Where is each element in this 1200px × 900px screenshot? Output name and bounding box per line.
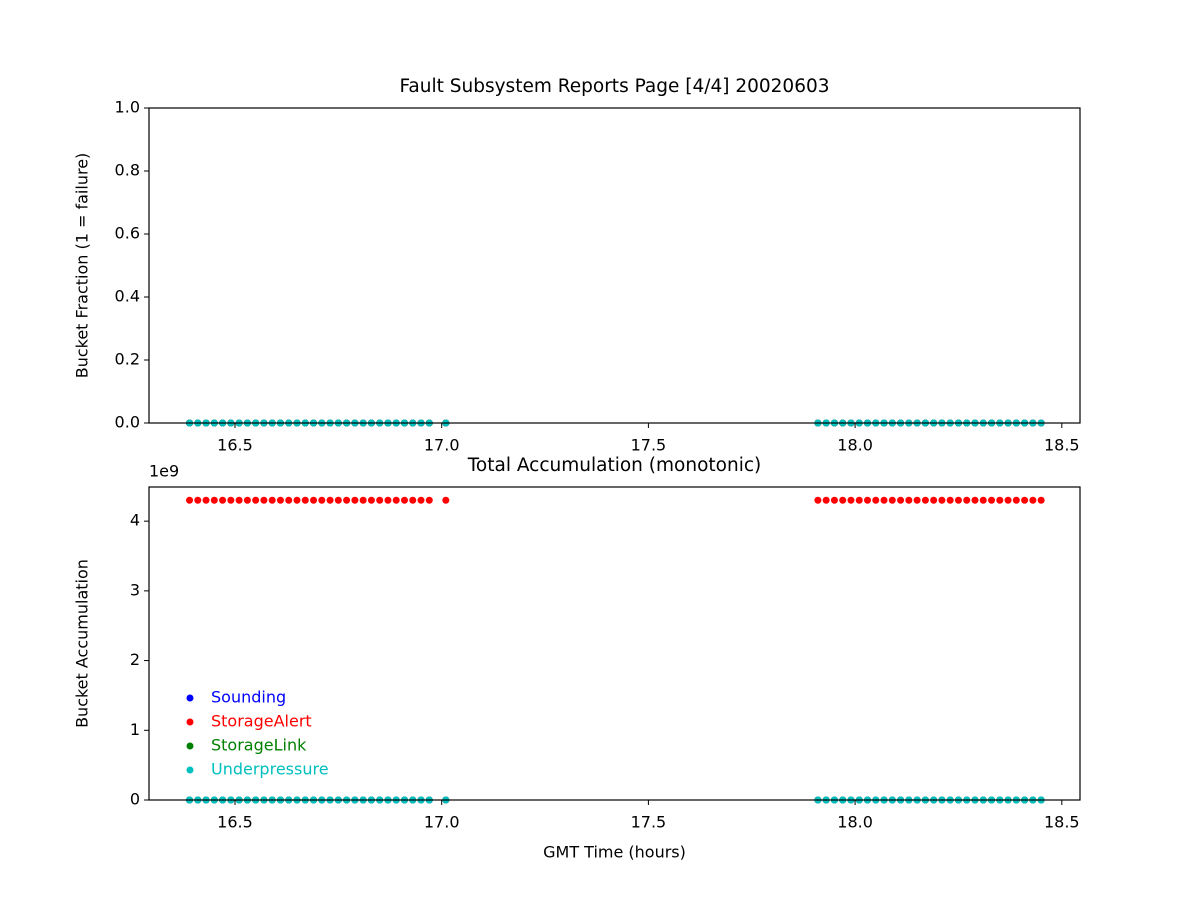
data-point bbox=[400, 496, 408, 504]
legend-marker bbox=[186, 742, 194, 750]
data-point bbox=[996, 496, 1004, 504]
x-tick-label: 18.0 bbox=[837, 813, 873, 832]
legend-label: Sounding bbox=[211, 688, 286, 707]
data-point bbox=[1004, 496, 1012, 504]
x-tick-label: 17.0 bbox=[424, 436, 460, 455]
data-point bbox=[938, 496, 946, 504]
data-point bbox=[855, 496, 863, 504]
data-point bbox=[285, 496, 293, 504]
data-point bbox=[946, 496, 954, 504]
data-point bbox=[880, 496, 888, 504]
data-point bbox=[359, 496, 367, 504]
data-point bbox=[872, 496, 880, 504]
data-point bbox=[276, 496, 284, 504]
legend-marker bbox=[186, 766, 194, 774]
data-point bbox=[310, 496, 318, 504]
data-point bbox=[210, 496, 218, 504]
legend-marker bbox=[186, 718, 194, 726]
chart-title: Fault Subsystem Reports Page [4/4] 20020… bbox=[399, 76, 829, 97]
x-tick-label: 16.5 bbox=[217, 813, 253, 832]
data-point bbox=[301, 496, 309, 504]
data-point bbox=[243, 496, 251, 504]
data-point bbox=[351, 496, 359, 504]
y-tick-label: 2 bbox=[130, 650, 140, 669]
data-point bbox=[343, 496, 351, 504]
chart-title: Total Accumulation (monotonic) bbox=[467, 455, 761, 476]
data-point bbox=[392, 496, 400, 504]
data-point bbox=[1012, 496, 1020, 504]
data-point bbox=[227, 496, 235, 504]
data-point bbox=[847, 496, 855, 504]
data-point bbox=[194, 496, 202, 504]
y-offset-label: 1e9 bbox=[149, 462, 179, 481]
data-point bbox=[235, 496, 243, 504]
data-point bbox=[260, 496, 268, 504]
legend-label: Underpressure bbox=[211, 760, 329, 779]
y-tick-label: 0 bbox=[130, 790, 140, 809]
data-point bbox=[963, 496, 971, 504]
data-point bbox=[376, 496, 384, 504]
y-axis-label: Bucket Accumulation bbox=[73, 559, 92, 728]
axes-frame bbox=[148, 486, 1081, 801]
data-point bbox=[202, 496, 210, 504]
data-point bbox=[219, 496, 227, 504]
data-point bbox=[897, 496, 905, 504]
data-point bbox=[921, 496, 929, 504]
data-point bbox=[839, 496, 847, 504]
y-axis-label: Bucket Fraction (1 = failure) bbox=[73, 153, 92, 379]
data-point bbox=[905, 496, 913, 504]
data-point bbox=[318, 496, 326, 504]
y-tick-label: 4 bbox=[130, 511, 140, 530]
data-point bbox=[864, 496, 872, 504]
data-point bbox=[930, 496, 938, 504]
legend-marker bbox=[186, 694, 194, 702]
data-point bbox=[334, 496, 342, 504]
data-point bbox=[979, 496, 987, 504]
y-tick-label: 1 bbox=[130, 720, 140, 739]
x-tick-label: 18.5 bbox=[1044, 813, 1080, 832]
data-point bbox=[367, 496, 375, 504]
data-point bbox=[409, 496, 417, 504]
x-tick-label: 16.5 bbox=[217, 436, 253, 455]
data-point bbox=[988, 496, 996, 504]
data-point bbox=[971, 496, 979, 504]
data-point bbox=[954, 496, 962, 504]
data-point bbox=[822, 496, 830, 504]
data-point bbox=[293, 496, 301, 504]
data-point bbox=[1021, 496, 1029, 504]
data-point bbox=[384, 496, 392, 504]
data-point bbox=[814, 496, 822, 504]
data-point bbox=[186, 496, 194, 504]
legend-label: StorageAlert bbox=[211, 712, 312, 731]
y-tick-label: 0.0 bbox=[115, 413, 140, 432]
x-tick-label: 18.0 bbox=[837, 436, 873, 455]
y-tick-label: 3 bbox=[130, 580, 140, 599]
x-tick-label: 17.0 bbox=[424, 813, 460, 832]
data-point bbox=[1029, 496, 1037, 504]
x-tick-label: 17.5 bbox=[631, 813, 667, 832]
x-tick-label: 17.5 bbox=[631, 436, 667, 455]
data-point bbox=[888, 496, 896, 504]
data-point bbox=[268, 496, 276, 504]
x-tick-label: 18.5 bbox=[1044, 436, 1080, 455]
axes-frame bbox=[148, 107, 1081, 424]
data-point bbox=[417, 496, 425, 504]
x-axis-label: GMT Time (hours) bbox=[543, 843, 686, 862]
y-tick-label: 0.2 bbox=[115, 350, 140, 369]
data-point bbox=[442, 496, 450, 504]
data-point bbox=[425, 496, 433, 504]
legend-label: StorageLink bbox=[211, 736, 307, 755]
data-point bbox=[913, 496, 921, 504]
y-tick-label: 0.6 bbox=[115, 224, 140, 243]
y-tick-label: 1.0 bbox=[115, 98, 140, 117]
data-point bbox=[1037, 496, 1045, 504]
data-point bbox=[252, 496, 260, 504]
y-tick-label: 0.4 bbox=[115, 287, 140, 306]
data-point bbox=[830, 496, 838, 504]
data-point bbox=[326, 496, 334, 504]
y-tick-label: 0.8 bbox=[115, 161, 140, 180]
